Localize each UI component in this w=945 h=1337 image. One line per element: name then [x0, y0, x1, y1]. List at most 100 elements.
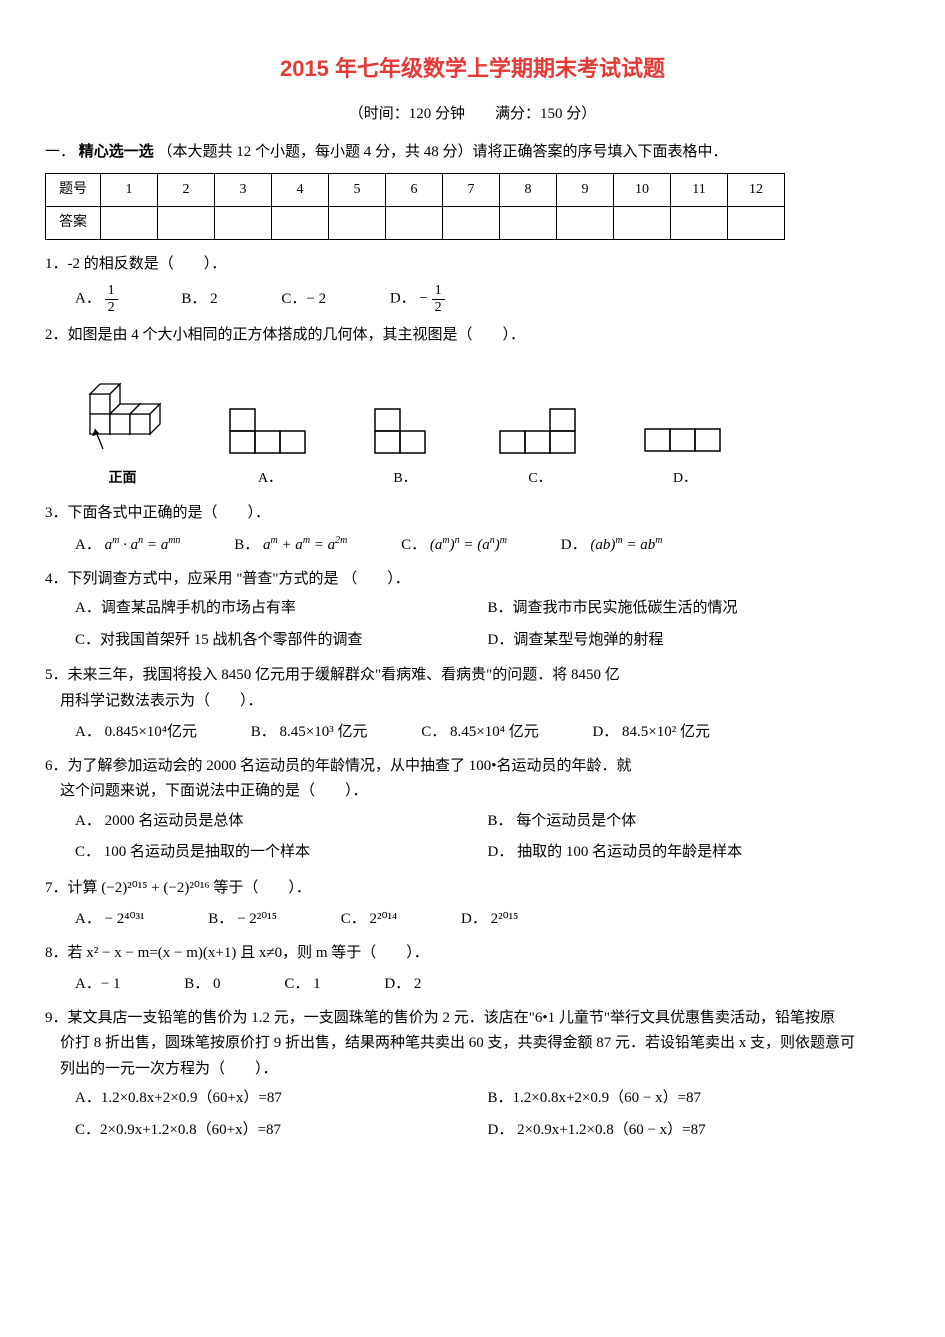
q4-opt-d: D．调查某型号炮弹的射程	[488, 628, 901, 654]
q9-opt-d: D． 2×0.9x+1.2×0.8（60 − x）=87	[488, 1118, 901, 1144]
view-a-icon	[225, 404, 315, 459]
table-cell: 9	[557, 174, 614, 207]
section-bold: 精心选一选	[79, 144, 154, 160]
table-header-label: 题号	[46, 174, 101, 207]
table-cell: 2	[158, 174, 215, 207]
table-answer-label: 答案	[46, 207, 101, 240]
table-cell	[443, 207, 500, 240]
q9-opt-c: C．2×0.9x+1.2×0.8（60+x）=87	[75, 1118, 488, 1144]
q2-text: 2．如图是由 4 个大小相同的正方体搭成的几何体，其主视图是（ ）．	[45, 323, 900, 349]
opt-label: A．	[75, 911, 101, 927]
q5-text1: 5．未来三年，我国将投入 8450 亿元用于缓解群众"看病难、看病贵"的问题．将…	[45, 663, 900, 689]
q8-opt-a: A．− 1	[75, 972, 121, 998]
q2-opt-a: A．	[225, 404, 315, 491]
q2-3d-figure: 正面	[75, 364, 170, 491]
q5-text2: 用科学记数法表示为（ ）．	[60, 689, 900, 715]
q9-text2: 价打 8 折出售，圆珠笔按原价打 9 折出售，结果两种笔共卖出 60 支，共卖得…	[60, 1031, 900, 1057]
opt-label: A．	[75, 537, 101, 553]
q4-text: 4．下列调查方式中，应采用 "普查"方式的是 （ ）．	[45, 567, 900, 593]
q1-text: 1．-2 的相反数是（ ）．	[45, 252, 900, 278]
q8-text: 8．若 x² − x − m=(x − m)(x+1) 且 x≠0，则 m 等于…	[45, 941, 900, 967]
q9-options: A．1.2×0.8x+2×0.9（60+x）=87 B．1.2×0.8x+2×0…	[75, 1084, 900, 1145]
view-d-icon	[640, 424, 730, 459]
opt-value: − 2²⁰¹⁵	[237, 911, 277, 927]
table-cell: 7	[443, 174, 500, 207]
table-cell: 5	[329, 174, 386, 207]
table-cell: 1	[101, 174, 158, 207]
fraction-icon: 12	[105, 283, 118, 315]
question-2: 2．如图是由 4 个大小相同的正方体搭成的几何体，其主视图是（ ）．	[45, 323, 900, 490]
table-cell	[215, 207, 272, 240]
q1-opt-b: B． 2	[181, 287, 217, 313]
fraction-icon: 12	[432, 283, 445, 315]
table-cell: 6	[386, 174, 443, 207]
question-3: 3．下面各式中正确的是（ ）． A． am · an = amn B． am +…	[45, 501, 900, 559]
neg-sign: −	[419, 291, 427, 307]
q4-options: A．调查某品牌手机的市场占有率 B．调查我市市民实施低碳生活的情况 C．对我国首…	[75, 594, 900, 655]
opt-label: A．	[225, 467, 315, 491]
table-cell: 11	[671, 174, 728, 207]
q5-opt-c: C． 8.45×10⁴ 亿元	[421, 720, 538, 746]
opt-value: 2²⁰¹⁴	[370, 911, 398, 927]
question-6: 6．为了解参加运动会的 2000 名运动员的年龄情况，从中抽查了 100•名运动…	[45, 754, 900, 868]
opt-label: A．	[75, 291, 101, 307]
table-cell: 12	[728, 174, 785, 207]
q8-opt-b: B． 0	[184, 972, 220, 998]
opt-label: C．	[495, 467, 585, 491]
question-1: 1．-2 的相反数是（ ）． A． 12 B． 2 C．− 2 D． − 12	[45, 252, 900, 315]
q8-opt-c: C． 1	[284, 972, 320, 998]
opt-label: D．	[390, 291, 416, 307]
opt-value: 2²⁰¹⁵	[491, 911, 519, 927]
table-row: 题号 1 2 3 4 5 6 7 8 9 10 11 12	[46, 174, 785, 207]
q4-opt-c: C．对我国首架歼 15 战机各个零部件的调查	[75, 628, 488, 654]
q9-opt-b: B．1.2×0.8x+2×0.9（60 − x）=87	[488, 1086, 901, 1112]
q7-opt-a: A． − 2⁴⁰³¹	[75, 907, 145, 933]
q8-opt-d: D． 2	[384, 972, 421, 998]
answer-table: 题号 1 2 3 4 5 6 7 8 9 10 11 12 答案	[45, 173, 785, 240]
view-b-icon	[370, 404, 440, 459]
q2-opt-b: B．	[370, 404, 440, 491]
table-cell	[272, 207, 329, 240]
table-cell: 3	[215, 174, 272, 207]
q8-options: A．− 1 B． 0 C． 1 D． 2	[75, 972, 900, 998]
q6-options: A． 2000 名运动员是总体 B． 每个运动员是个体 C． 100 名运动员是…	[75, 807, 900, 868]
frac-den: 2	[432, 300, 445, 315]
question-9: 9．某文具店一支铅笔的售价为 1.2 元，一支圆珠笔的售价为 2 元．该店在"6…	[45, 1006, 900, 1146]
q6-text2: 这个问题来说，下面说法中正确的是（ ）．	[60, 779, 900, 805]
q6-opt-d: D． 抽取的 100 名运动员的年龄是样本	[488, 840, 901, 866]
table-cell	[500, 207, 557, 240]
q3-opt-a: A． am · an = amn	[75, 532, 180, 559]
table-cell: 10	[614, 174, 671, 207]
time-label: （时间：120 分钟	[349, 106, 465, 122]
question-7: 7．计算 (−2)²⁰¹⁵ + (−2)²⁰¹⁶ 等于（ ）． A． − 2⁴⁰…	[45, 876, 900, 933]
question-4: 4．下列调查方式中，应采用 "普查"方式的是 （ ）． A．调查某品牌手机的市场…	[45, 567, 900, 656]
table-cell: 8	[500, 174, 557, 207]
q4-opt-a: A．调查某品牌手机的市场占有率	[75, 596, 488, 622]
q3-options: A． am · an = amn B． am + am = a2m C． (am…	[75, 532, 900, 559]
section-prefix: 一．	[45, 144, 75, 160]
q2-opt-c: C．	[495, 404, 585, 491]
table-cell	[728, 207, 785, 240]
frac-num: 1	[105, 283, 118, 299]
opt-value: − 2⁴⁰³¹	[105, 911, 145, 927]
frac-num: 1	[432, 283, 445, 299]
exam-title: 2015 年七年级数学上学期期末考试试题	[45, 50, 900, 87]
opt-label: B．	[234, 537, 259, 553]
cube-figure-icon	[75, 364, 170, 459]
opt-label: B．	[370, 467, 440, 491]
table-cell	[614, 207, 671, 240]
q1-opt-d: D． − 12	[390, 283, 445, 315]
q4-opt-b: B．调查我市市民实施低碳生活的情况	[488, 596, 901, 622]
q2-opt-d: D．	[640, 424, 730, 491]
table-cell	[671, 207, 728, 240]
front-label: 正面	[75, 467, 170, 491]
view-c-icon	[495, 404, 585, 459]
q1-options: A． 12 B． 2 C．− 2 D． − 12	[75, 283, 900, 315]
exam-subtitle: （时间：120 分钟 满分：150 分）	[45, 102, 900, 128]
q9-text3: 列出的一元一次方程为（ ）．	[60, 1057, 900, 1083]
table-row: 答案	[46, 207, 785, 240]
q3-opt-c: C． (am)n = (an)m	[401, 532, 507, 559]
q6-opt-c: C． 100 名运动员是抽取的一个样本	[75, 840, 488, 866]
table-cell: 4	[272, 174, 329, 207]
table-cell	[101, 207, 158, 240]
